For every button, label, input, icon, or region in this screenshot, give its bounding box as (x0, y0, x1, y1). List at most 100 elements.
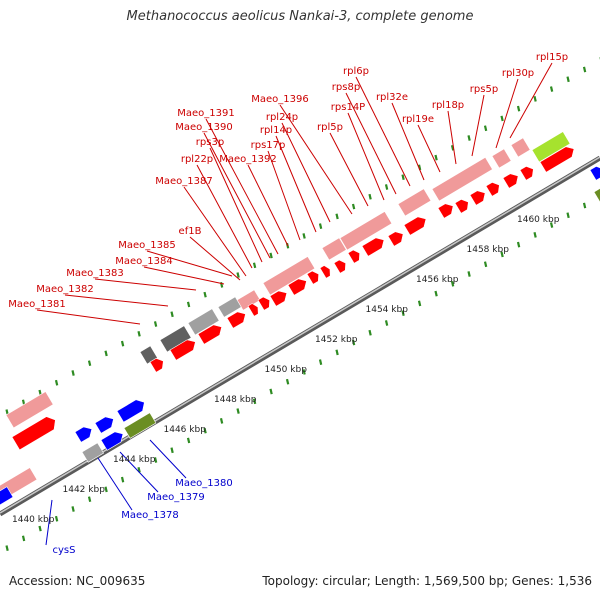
gene-olive (123, 412, 157, 439)
leader-rps17p (267, 150, 301, 241)
gene-label-rpl22p: rpl22p (181, 154, 213, 165)
leader-rpl6p (355, 76, 411, 187)
leader-maeo_1380 (149, 439, 187, 479)
leader-maeo_1387 (183, 186, 247, 277)
gene-label-rpl15p: rpl15p (536, 52, 568, 63)
leader-maeo_1383 (94, 278, 197, 291)
gene-label-ef1b: ef1B (179, 226, 202, 237)
leader-maeo_1385 (146, 250, 233, 277)
gene-red-17 (469, 190, 486, 206)
gene-red-15 (437, 203, 454, 219)
leader-rps14p (347, 112, 385, 201)
gene-blue-3 (116, 399, 145, 423)
leader-rpl32e (391, 102, 425, 181)
gene-label-rpl32e: rpl32e (376, 92, 408, 103)
leader-maeo_1396 (279, 104, 353, 215)
topology-text: Topology: circular; Length: 1,569,500 bp… (262, 574, 592, 588)
leader-maeo_1382 (64, 294, 169, 307)
scale-label-1446: 1446 kbp (164, 425, 207, 435)
scale-label-1454: 1454 kbp (366, 305, 409, 315)
scale-label-1458: 1458 kbp (467, 245, 510, 255)
gene-label-maeo_1387: Maeo_1387 (155, 176, 212, 187)
gene-label-cyss: cysS (53, 545, 76, 556)
gene-label-rps17p: rps17p (251, 140, 286, 151)
gene-upper-lime (531, 131, 571, 163)
scale-label-1452: 1452 kbp (315, 335, 358, 345)
gene-blue-4 (100, 431, 124, 451)
gene-blue-1 (74, 426, 93, 443)
gene-upper-3 (397, 188, 432, 217)
leader-maeo_1384 (143, 266, 225, 285)
gene-label-rpl19e: rpl19e (402, 114, 434, 125)
leader-rps3p (209, 147, 263, 263)
gene-red-5 (257, 296, 270, 311)
scale-label-1444: 1444 kbp (113, 455, 156, 465)
gene-red-21 (539, 146, 575, 173)
leader-rpl5p (329, 132, 369, 207)
leader-maeo_1381 (36, 309, 141, 325)
leader-rps8p (345, 92, 397, 195)
gene-red-10 (333, 259, 346, 274)
gene-label-maeo_1381: Maeo_1381 (8, 299, 65, 310)
gene-red-0 (149, 357, 164, 373)
tick-marks (5, 57, 600, 551)
gene-label-rps14p: rps14P (331, 102, 365, 113)
leader-ef1b (189, 236, 241, 281)
leader-maeo_1391 (205, 118, 279, 255)
gene-red-20 (519, 165, 534, 181)
gene-label-maeo_1392: Maeo_1392 (219, 154, 276, 165)
map-title: Methanococcus aeolicus Nankai-3, complet… (126, 9, 474, 24)
gene-red-9 (319, 265, 331, 279)
leader-rpl14p (275, 135, 317, 233)
gene-red-4 (247, 303, 259, 317)
gene-upper-1 (321, 237, 347, 261)
gene-left-salmon (5, 391, 54, 429)
gene-label-maeo_1396: Maeo_1396 (251, 94, 308, 105)
scale-label-1440: 1440 kbp (12, 515, 55, 525)
gene-label-rpl30p: rpl30p (502, 68, 534, 79)
gene-label-rpl6p: rpl6p (343, 66, 369, 77)
gene-upper-gray-1 (217, 296, 242, 318)
gene-upper-0 (262, 256, 316, 296)
gene-upper-6 (510, 137, 531, 158)
leader-maeo_1390 (203, 132, 271, 259)
gene-gray-lower (81, 442, 105, 463)
scale-labels: 1440 kbp 1442 kbp 1444 kbp 1446 kbp 1448 kbp… (12, 215, 560, 525)
gene-features (0, 131, 600, 509)
gene-upper-gray-2 (187, 308, 220, 336)
leader-cyss (45, 499, 53, 546)
gene-upper-2 (339, 211, 393, 251)
gene-label-rpl18p: rpl18p (432, 100, 464, 111)
leader-rpl15p (509, 62, 553, 139)
gene-red-2 (197, 324, 223, 345)
tick-row-lower (5, 193, 600, 551)
gene-right-blue (589, 165, 600, 181)
gene-red-1 (169, 339, 196, 361)
leader-rpl18p (447, 110, 457, 165)
scale-label-1460: 1460 kbp (517, 215, 560, 225)
gene-label-rps3p: rps3p (196, 137, 224, 148)
gene-red-16 (454, 198, 469, 214)
gene-upper-5 (491, 148, 512, 169)
accession-text: Accession: NC_009635 (9, 574, 146, 588)
label-leaders (36, 62, 553, 546)
scale-label-1456: 1456 kbp (416, 275, 459, 285)
leader-rps5p (471, 94, 485, 157)
leader-rpl22p (196, 164, 253, 269)
gene-label-maeo_1390: Maeo_1390 (175, 122, 232, 133)
gene-label-maeo_1379: Maeo_1379 (147, 492, 204, 503)
gene-blue-2 (94, 416, 114, 434)
gene-upper-4 (431, 156, 493, 202)
gene-label-maeo_1383: Maeo_1383 (66, 268, 123, 279)
gene-left-red (11, 416, 56, 451)
scale-label-1450: 1450 kbp (265, 365, 308, 375)
gene-red-6 (269, 290, 288, 307)
scale-label-1448: 1448 kbp (214, 395, 257, 405)
leader-rpl24p (281, 122, 331, 223)
gene-red-11 (347, 249, 360, 264)
gene-red-19 (502, 173, 519, 189)
leader-maeo_1379 (119, 451, 159, 493)
gene-red-8 (306, 270, 319, 285)
